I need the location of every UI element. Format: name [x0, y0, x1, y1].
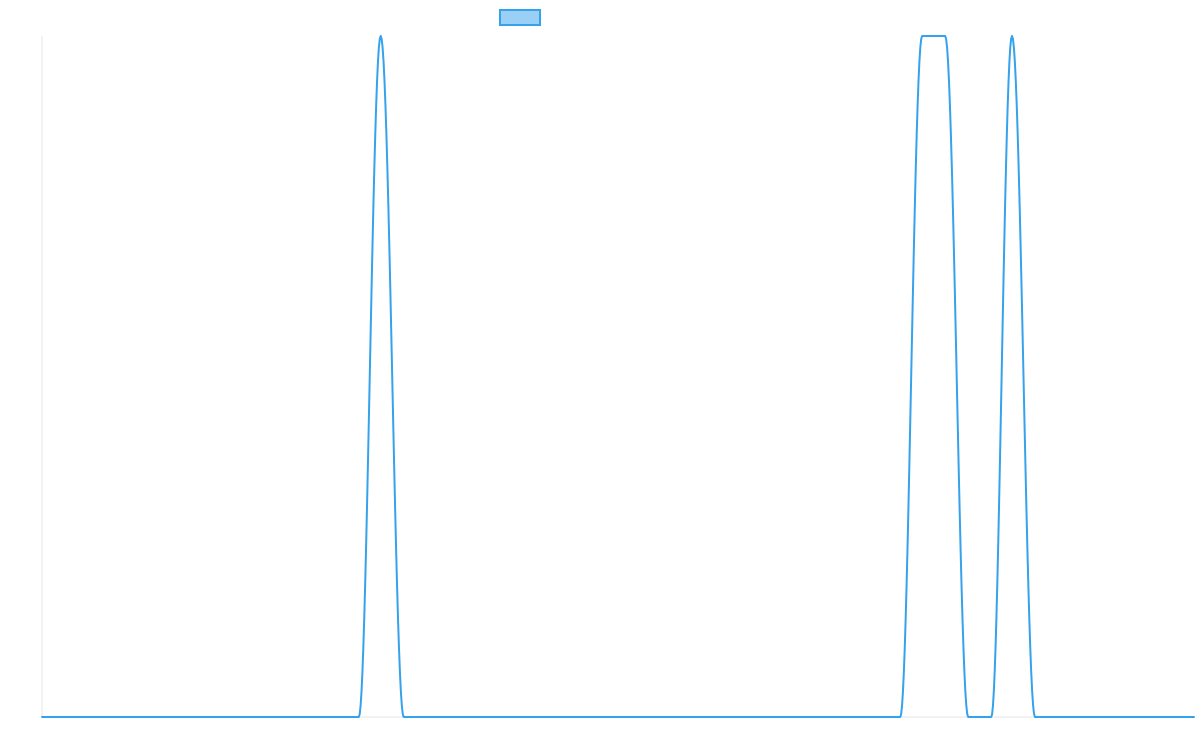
- series-layer: [41, 35, 1195, 718]
- legend: [499, 9, 541, 26]
- legend-swatch[interactable]: [499, 9, 541, 26]
- series-line-0: [41, 35, 1195, 718]
